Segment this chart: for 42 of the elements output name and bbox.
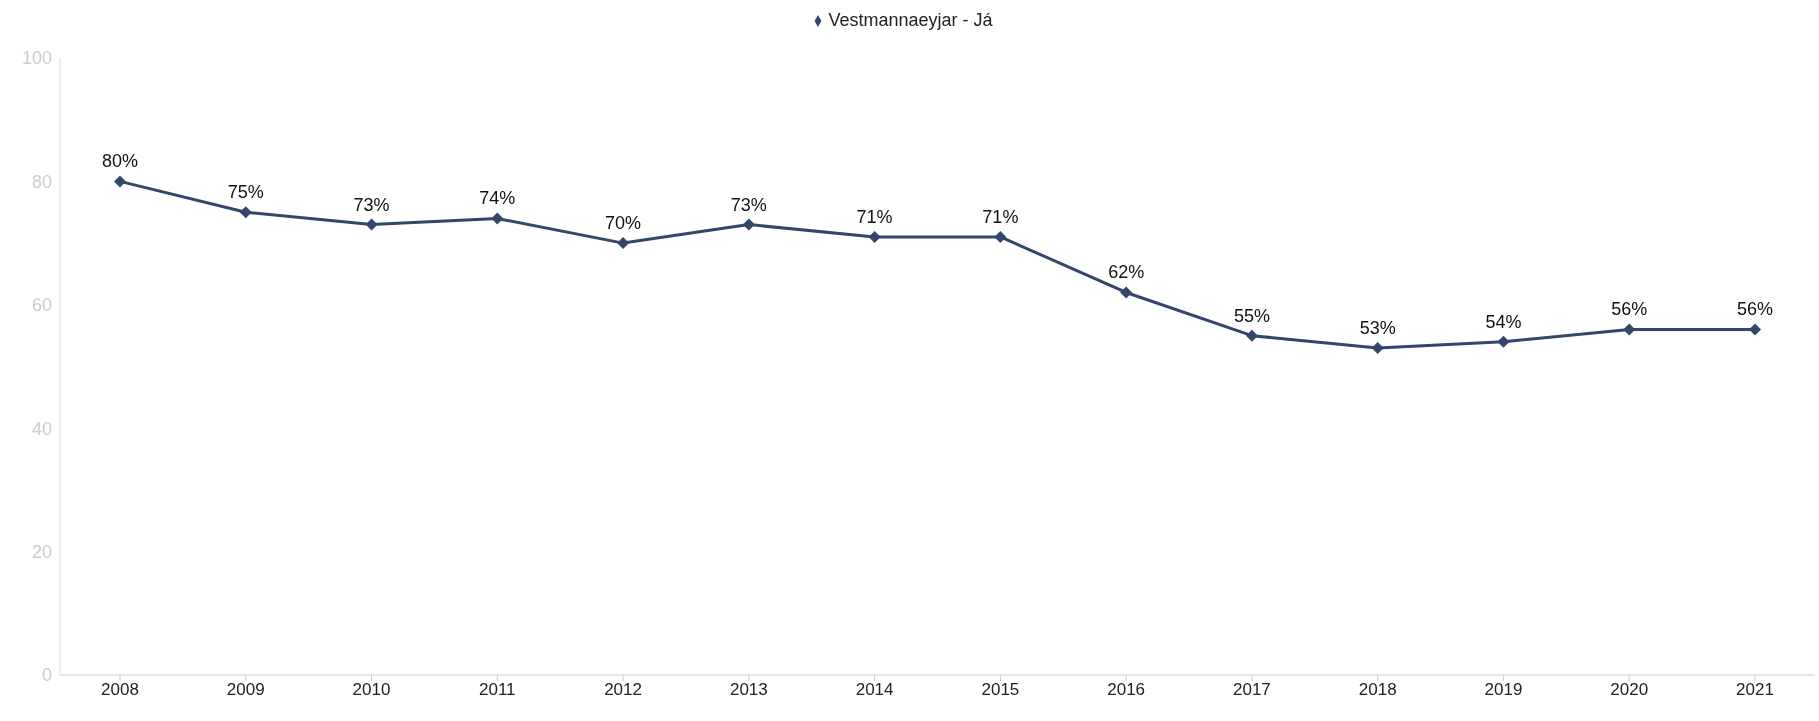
data-label: 71%	[856, 206, 893, 227]
data-label: 53%	[1359, 317, 1396, 338]
x-tick-label: 2017	[1233, 680, 1271, 700]
x-tick-label: 2009	[226, 680, 265, 700]
data-label: 75%	[227, 182, 264, 203]
x-tick-label: 2008	[101, 680, 139, 700]
legend-label: Vestmannaeyjar - Já	[828, 10, 993, 30]
data-label: 54%	[1485, 311, 1522, 332]
point	[617, 237, 630, 250]
x-tick-label: 2011	[479, 680, 516, 700]
data-label: 56%	[1611, 299, 1648, 320]
point	[1371, 341, 1384, 354]
x-tick-label: 2012	[604, 680, 642, 700]
point	[742, 218, 755, 231]
point	[868, 230, 881, 243]
point	[491, 212, 504, 225]
x-tick-label: 2014	[855, 680, 894, 700]
point	[1497, 335, 1510, 348]
data-label: 55%	[1233, 305, 1270, 326]
data-label: 56%	[1736, 299, 1774, 320]
data-label: 73%	[730, 194, 767, 215]
data-label: 80%	[101, 151, 139, 172]
data-label: 71%	[982, 206, 1019, 227]
data-label: 73%	[353, 194, 390, 215]
data-label: 62%	[1108, 262, 1145, 283]
x-tick-label: 2010	[352, 680, 391, 700]
x-tick-label: 2020	[1610, 680, 1649, 700]
point	[994, 230, 1007, 243]
x-tick-label: 2018	[1358, 680, 1397, 700]
data-label: 70%	[605, 213, 642, 234]
x-tick-label: 2016	[1107, 680, 1146, 700]
point	[365, 218, 378, 231]
point	[239, 206, 252, 219]
point	[114, 175, 126, 188]
point	[1120, 286, 1133, 299]
point	[1245, 329, 1258, 342]
x-tick-label: 2021	[1736, 680, 1774, 700]
x-tick-label: 2019	[1484, 680, 1523, 700]
x-tick-label: 2013	[729, 680, 768, 700]
x-tick-label: 2015	[981, 680, 1020, 700]
data-label: 74%	[479, 188, 516, 209]
point	[1749, 323, 1761, 336]
